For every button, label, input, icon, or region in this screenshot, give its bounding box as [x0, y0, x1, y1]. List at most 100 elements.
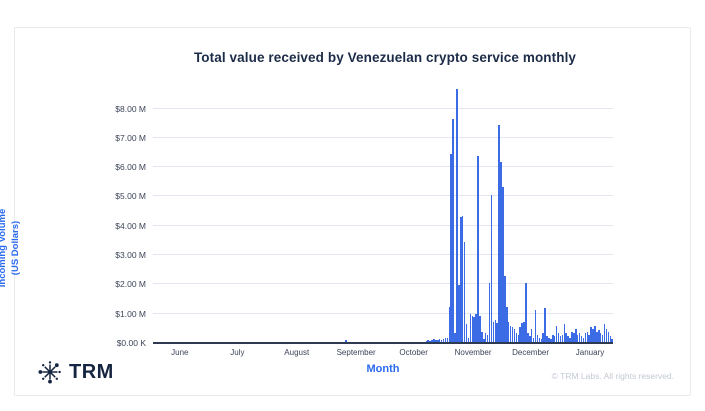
bar	[469, 314, 472, 342]
chart-title: Total value received by Venezuelan crypt…	[193, 50, 577, 65]
bar	[496, 322, 498, 342]
bar	[463, 242, 466, 342]
x-month-label: August	[284, 348, 310, 357]
y-tick-label: $3.00 M	[115, 250, 146, 261]
bar	[590, 327, 592, 342]
bar	[467, 337, 470, 342]
bar	[598, 330, 600, 342]
x-month-label: October	[399, 348, 428, 357]
bar	[460, 217, 462, 342]
x-month-label: December	[512, 348, 550, 357]
y-tick-label: $6.00 M	[115, 162, 146, 173]
bar	[552, 334, 554, 342]
bar	[429, 340, 431, 342]
y-axis-title-line1: Incoming Volume	[0, 208, 8, 288]
x-month-label: June	[171, 348, 189, 357]
bar	[578, 333, 581, 342]
bar	[454, 333, 456, 342]
bar	[538, 337, 541, 342]
gridline-3m	[153, 254, 613, 256]
bar	[529, 336, 531, 342]
bar	[575, 328, 577, 342]
bar	[530, 328, 533, 342]
bar	[498, 125, 500, 342]
bar	[481, 331, 483, 342]
gridline-7m	[153, 136, 613, 138]
bar	[519, 327, 521, 342]
bar	[506, 306, 508, 342]
gridline-1m	[153, 312, 613, 314]
copyright-text: © TRM Labs. All rights reserved.	[551, 371, 674, 381]
chart-card: Total value received by Venezuelan crypt…	[0, 27, 691, 396]
trm-starburst-icon	[38, 361, 61, 384]
bar	[502, 186, 504, 342]
bar	[584, 333, 587, 342]
bar	[534, 309, 537, 342]
bar	[500, 161, 502, 342]
bar	[484, 333, 487, 342]
bar	[475, 314, 477, 342]
bar	[586, 331, 589, 342]
y-axis-title: Incoming Volume (US Dollars)	[0, 158, 23, 338]
bar	[599, 333, 602, 342]
bar	[486, 334, 489, 342]
bar	[494, 320, 497, 342]
bar	[458, 284, 460, 342]
bar	[465, 324, 468, 342]
bar	[517, 334, 520, 342]
bar	[515, 333, 518, 342]
bar	[446, 337, 449, 342]
y-tick-label: $5.00 M	[115, 191, 146, 202]
y-tick-label: $0.00 K	[116, 338, 146, 348]
bar	[504, 276, 506, 342]
bar	[550, 339, 552, 342]
trm-logo: TRM	[37, 359, 114, 385]
gridline-5m	[153, 195, 613, 197]
bar	[546, 336, 548, 342]
bar	[540, 339, 543, 342]
bar	[596, 331, 598, 342]
bar	[525, 283, 527, 342]
bar	[456, 88, 458, 342]
bar	[592, 328, 594, 342]
gridline-4m	[153, 224, 613, 226]
y-tick-label: $7.00 M	[115, 132, 146, 143]
bar	[521, 322, 523, 342]
bar	[471, 315, 474, 342]
bar	[448, 306, 451, 342]
bar	[488, 283, 491, 342]
bar	[559, 336, 562, 342]
bar	[553, 336, 556, 342]
x-axis-line	[153, 342, 613, 344]
bar	[442, 339, 445, 342]
bar	[576, 334, 579, 342]
bar	[580, 336, 583, 342]
bar	[452, 119, 454, 342]
bar	[450, 154, 452, 342]
bar	[477, 155, 479, 342]
bar	[511, 327, 514, 342]
bar	[427, 339, 429, 342]
bar	[513, 328, 516, 342]
gridline-6m	[153, 166, 613, 168]
bar	[473, 317, 475, 342]
x-month-label: July	[230, 348, 245, 357]
bar	[479, 315, 481, 342]
bar	[555, 325, 558, 342]
bar	[542, 333, 544, 342]
bar	[557, 333, 560, 342]
bar	[507, 321, 510, 342]
bar	[345, 339, 347, 342]
bar	[607, 331, 610, 342]
bar	[609, 336, 612, 342]
bar	[440, 339, 443, 342]
bar	[588, 334, 590, 342]
bar	[492, 321, 495, 342]
bar	[523, 321, 525, 342]
bar	[569, 337, 571, 342]
bar	[561, 334, 564, 342]
bar	[594, 325, 596, 342]
bar	[461, 216, 464, 342]
bar	[433, 339, 435, 342]
bar	[532, 337, 535, 342]
